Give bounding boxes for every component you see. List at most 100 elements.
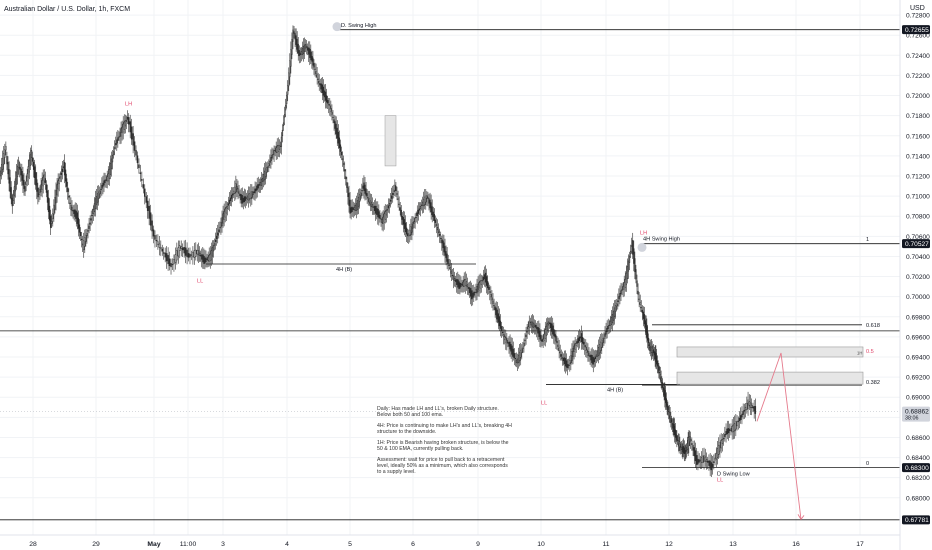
candle xyxy=(329,97,331,116)
fib-382-label: 0.382 xyxy=(866,380,880,386)
candle xyxy=(361,183,363,199)
candle xyxy=(268,159,270,173)
candle xyxy=(633,240,635,272)
candle-body xyxy=(57,180,59,190)
candle-body xyxy=(628,255,631,263)
candle xyxy=(233,187,235,199)
candle-body xyxy=(16,165,19,177)
candle-body xyxy=(101,184,103,189)
ll-label-right: LL xyxy=(717,478,723,484)
candle-body xyxy=(262,174,265,182)
candle-body xyxy=(709,460,711,469)
candle xyxy=(80,231,83,248)
candle-body xyxy=(167,255,169,265)
analysis-note: Daily: Has made LH and LL's, broken Dail… xyxy=(377,406,512,480)
candle xyxy=(254,181,256,201)
candle-body xyxy=(96,193,99,203)
candle xyxy=(484,265,487,288)
candle-body xyxy=(637,290,639,295)
candle-body xyxy=(79,231,82,236)
candle-body xyxy=(740,415,742,420)
candle xyxy=(59,171,61,183)
candle-body xyxy=(53,204,55,215)
candle-body xyxy=(488,286,490,290)
time-tick-label: 6 xyxy=(411,541,415,548)
candle xyxy=(36,172,38,200)
candle-body xyxy=(443,242,445,253)
candle xyxy=(356,192,359,215)
candle xyxy=(78,219,81,239)
candle-body xyxy=(417,209,419,214)
candle-body xyxy=(698,459,700,463)
candle-body xyxy=(487,281,489,289)
candle xyxy=(442,234,444,256)
candle xyxy=(509,334,511,357)
candle xyxy=(511,337,513,362)
candle xyxy=(532,315,535,333)
candle-body xyxy=(25,180,27,185)
candle xyxy=(62,159,65,173)
candle-body xyxy=(77,217,80,229)
candle xyxy=(641,305,643,321)
candle-body xyxy=(325,95,328,103)
candle xyxy=(570,348,572,371)
candle xyxy=(187,247,190,262)
candle-body xyxy=(625,272,627,286)
candle-body xyxy=(386,209,389,211)
candle xyxy=(221,210,223,233)
candle xyxy=(341,151,344,167)
candle xyxy=(176,242,178,265)
candle xyxy=(637,283,639,303)
candle xyxy=(125,115,128,130)
candle xyxy=(448,258,450,270)
candle xyxy=(610,309,613,330)
candle xyxy=(41,172,43,198)
candle xyxy=(693,440,695,464)
candle xyxy=(647,324,649,349)
candle-body xyxy=(733,423,736,432)
time-tick-label: 11 xyxy=(602,541,609,548)
candle xyxy=(281,124,284,143)
candle xyxy=(576,335,578,348)
candle xyxy=(235,175,237,200)
candle xyxy=(711,455,714,475)
candle-body xyxy=(578,336,581,342)
candle-body xyxy=(220,222,222,228)
supply-zone-lower xyxy=(676,371,864,385)
candle xyxy=(109,155,112,180)
candle xyxy=(180,240,182,257)
candle xyxy=(678,433,680,454)
candle xyxy=(602,333,604,349)
candle xyxy=(727,420,730,441)
candle xyxy=(399,201,401,216)
candle-body xyxy=(324,91,327,101)
candle xyxy=(295,28,297,52)
candle xyxy=(311,50,313,69)
candle-body xyxy=(468,287,471,293)
candle-body xyxy=(293,31,295,34)
candle xyxy=(19,161,21,178)
candle xyxy=(541,335,543,347)
candle xyxy=(473,284,475,302)
candle-body xyxy=(122,123,124,133)
candle xyxy=(447,254,449,271)
candle xyxy=(145,192,147,209)
candle-body xyxy=(243,196,246,203)
candle xyxy=(184,239,187,264)
candle xyxy=(608,319,610,334)
candle-body xyxy=(699,459,702,462)
candle xyxy=(493,298,495,311)
candle xyxy=(714,453,716,466)
candle-body xyxy=(92,209,94,215)
candle-body xyxy=(448,264,450,266)
candle-body xyxy=(404,222,407,233)
candle xyxy=(425,189,427,210)
candle xyxy=(456,272,458,293)
candle-body xyxy=(472,292,474,298)
candle-body xyxy=(413,221,415,224)
candle xyxy=(201,248,203,268)
candle-body xyxy=(366,193,368,197)
candle xyxy=(625,265,627,292)
